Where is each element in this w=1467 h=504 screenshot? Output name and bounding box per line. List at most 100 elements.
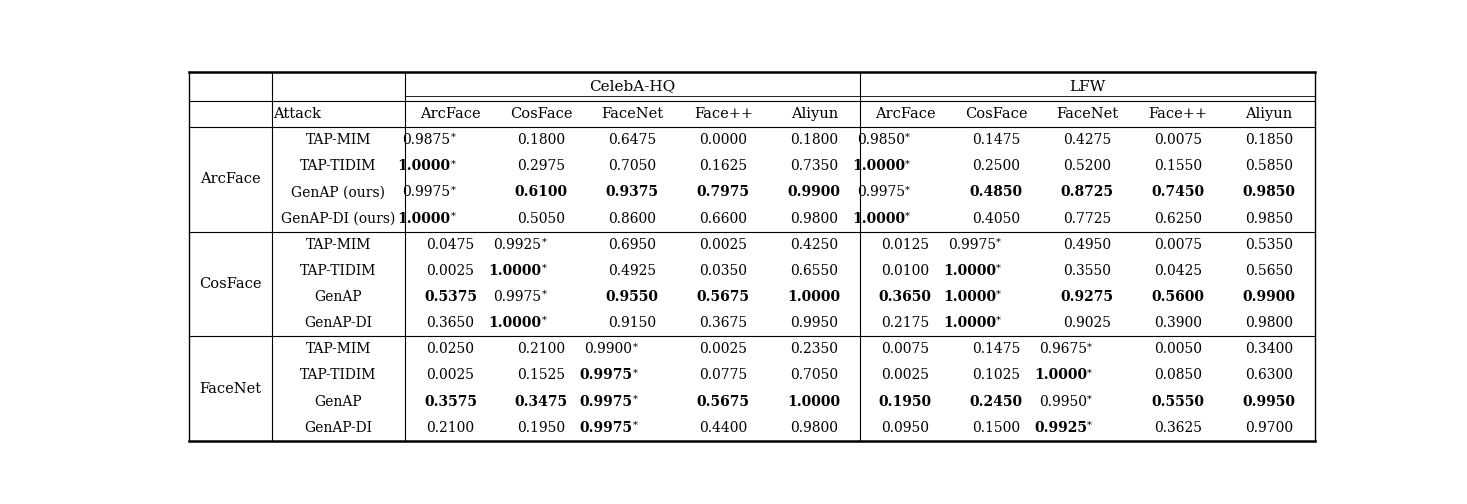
Text: 0.1850: 0.1850 bbox=[1245, 133, 1294, 147]
Text: GenAP: GenAP bbox=[314, 395, 362, 409]
Text: 0.4275: 0.4275 bbox=[1064, 133, 1112, 147]
Text: CosFace: CosFace bbox=[965, 107, 1027, 121]
Text: 0.7350: 0.7350 bbox=[791, 159, 838, 173]
Text: 0.3675: 0.3675 bbox=[700, 316, 747, 330]
Text: 0.9925: 0.9925 bbox=[1034, 421, 1087, 435]
Text: 0.5675: 0.5675 bbox=[697, 290, 750, 304]
Text: 0.9850: 0.9850 bbox=[1245, 212, 1292, 226]
Text: LFW: LFW bbox=[1069, 80, 1105, 94]
Text: GenAP-DI: GenAP-DI bbox=[304, 421, 373, 435]
Text: 0.4925: 0.4925 bbox=[609, 264, 656, 278]
Text: 0.2100: 0.2100 bbox=[518, 342, 565, 356]
Text: 0.6475: 0.6475 bbox=[609, 133, 657, 147]
Text: 0.9950: 0.9950 bbox=[1243, 395, 1295, 409]
Text: 1.0000: 1.0000 bbox=[788, 395, 841, 409]
Text: 0.0075: 0.0075 bbox=[882, 342, 929, 356]
Text: 0.9975: 0.9975 bbox=[493, 290, 541, 304]
Text: 0.0075: 0.0075 bbox=[1155, 133, 1203, 147]
Text: 0.1475: 0.1475 bbox=[973, 342, 1021, 356]
Text: 0.1950: 0.1950 bbox=[879, 395, 932, 409]
Text: ArcFace: ArcFace bbox=[200, 172, 261, 186]
Text: 0.6100: 0.6100 bbox=[515, 185, 568, 200]
Text: 0.5650: 0.5650 bbox=[1245, 264, 1292, 278]
Text: 0.4250: 0.4250 bbox=[791, 238, 838, 251]
Text: *: * bbox=[905, 185, 910, 195]
Text: TAP-TIDIM: TAP-TIDIM bbox=[301, 264, 377, 278]
Text: 0.3900: 0.3900 bbox=[1155, 316, 1201, 330]
Text: 0.9800: 0.9800 bbox=[1245, 316, 1292, 330]
Text: 0.0075: 0.0075 bbox=[1155, 238, 1203, 251]
Text: 0.0850: 0.0850 bbox=[1155, 368, 1201, 383]
Text: 0.6250: 0.6250 bbox=[1155, 212, 1201, 226]
Text: 0.6950: 0.6950 bbox=[609, 238, 656, 251]
Text: FaceNet: FaceNet bbox=[1056, 107, 1118, 121]
Text: *: * bbox=[541, 316, 546, 325]
Text: 0.1625: 0.1625 bbox=[700, 159, 747, 173]
Text: 0.0025: 0.0025 bbox=[882, 368, 929, 383]
Text: 0.0100: 0.0100 bbox=[882, 264, 929, 278]
Text: 1.0000: 1.0000 bbox=[398, 212, 450, 226]
Text: 0.9875: 0.9875 bbox=[402, 133, 450, 147]
Text: *: * bbox=[1087, 342, 1091, 351]
Text: 0.0050: 0.0050 bbox=[1155, 342, 1201, 356]
Text: *: * bbox=[905, 133, 910, 142]
Text: 0.5050: 0.5050 bbox=[518, 212, 565, 226]
Text: 0.7450: 0.7450 bbox=[1152, 185, 1204, 200]
Text: 0.1550: 0.1550 bbox=[1155, 159, 1203, 173]
Text: 0.9800: 0.9800 bbox=[791, 421, 838, 435]
Text: 0.7725: 0.7725 bbox=[1064, 212, 1112, 226]
Text: *: * bbox=[996, 316, 1000, 325]
Text: 1.0000: 1.0000 bbox=[943, 316, 996, 330]
Text: 0.9950: 0.9950 bbox=[1039, 395, 1087, 409]
Text: TAP-MIM: TAP-MIM bbox=[305, 342, 371, 356]
Text: 0.9375: 0.9375 bbox=[606, 185, 659, 200]
Text: *: * bbox=[632, 368, 637, 377]
Text: 0.9025: 0.9025 bbox=[1064, 316, 1111, 330]
Text: Face++: Face++ bbox=[694, 107, 753, 121]
Text: 0.6600: 0.6600 bbox=[700, 212, 747, 226]
Text: 0.9850: 0.9850 bbox=[857, 133, 905, 147]
Text: 0.9900: 0.9900 bbox=[788, 185, 841, 200]
Text: 0.9675: 0.9675 bbox=[1039, 342, 1087, 356]
Text: 0.6300: 0.6300 bbox=[1245, 368, 1292, 383]
Text: 0.0025: 0.0025 bbox=[700, 238, 747, 251]
Text: 0.0000: 0.0000 bbox=[700, 133, 747, 147]
Text: 0.9975: 0.9975 bbox=[948, 238, 996, 251]
Text: 0.9975: 0.9975 bbox=[402, 185, 450, 200]
Text: ArcFace: ArcFace bbox=[874, 107, 936, 121]
Text: 0.3475: 0.3475 bbox=[515, 395, 568, 409]
Text: 0.8725: 0.8725 bbox=[1061, 185, 1113, 200]
Text: 0.2350: 0.2350 bbox=[791, 342, 838, 356]
Text: *: * bbox=[541, 264, 546, 273]
Text: 0.8600: 0.8600 bbox=[609, 212, 656, 226]
Text: 0.5200: 0.5200 bbox=[1064, 159, 1111, 173]
Text: *: * bbox=[905, 159, 910, 168]
Text: 0.5550: 0.5550 bbox=[1152, 395, 1204, 409]
Text: CosFace: CosFace bbox=[200, 277, 261, 291]
Text: 0.0025: 0.0025 bbox=[427, 264, 474, 278]
Text: 0.9925: 0.9925 bbox=[493, 238, 541, 251]
Text: 0.5375: 0.5375 bbox=[424, 290, 477, 304]
Text: 0.2175: 0.2175 bbox=[882, 316, 930, 330]
Text: 0.0025: 0.0025 bbox=[700, 342, 747, 356]
Text: Aliyun: Aliyun bbox=[1245, 107, 1292, 121]
Text: 1.0000: 1.0000 bbox=[489, 264, 541, 278]
Text: 0.2500: 0.2500 bbox=[973, 159, 1020, 173]
Text: 0.9550: 0.9550 bbox=[606, 290, 659, 304]
Text: 0.0425: 0.0425 bbox=[1155, 264, 1203, 278]
Text: 1.0000: 1.0000 bbox=[489, 316, 541, 330]
Text: 0.7975: 0.7975 bbox=[697, 185, 750, 200]
Text: 0.9900: 0.9900 bbox=[584, 342, 632, 356]
Text: 0.9700: 0.9700 bbox=[1245, 421, 1294, 435]
Text: 0.5350: 0.5350 bbox=[1245, 238, 1292, 251]
Text: 0.2975: 0.2975 bbox=[518, 159, 565, 173]
Text: *: * bbox=[450, 159, 455, 168]
Text: 1.0000: 1.0000 bbox=[788, 290, 841, 304]
Text: TAP-TIDIM: TAP-TIDIM bbox=[301, 368, 377, 383]
Text: *: * bbox=[1087, 368, 1091, 377]
Text: 0.5850: 0.5850 bbox=[1245, 159, 1292, 173]
Text: GenAP (ours): GenAP (ours) bbox=[292, 185, 386, 200]
Text: *: * bbox=[1087, 395, 1091, 404]
Text: 0.2100: 0.2100 bbox=[427, 421, 474, 435]
Text: 0.0250: 0.0250 bbox=[427, 342, 474, 356]
